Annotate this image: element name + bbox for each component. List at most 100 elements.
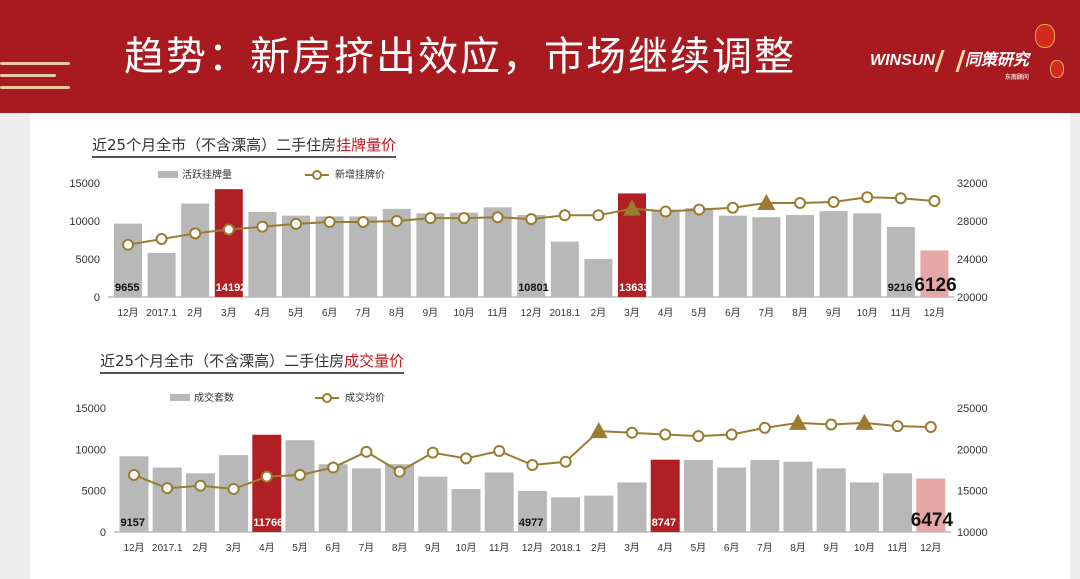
data-label: 9655 [115,282,139,294]
y-right-tick-label: 20000 [957,444,988,456]
data-label: 11766 [253,517,283,529]
x-tick-label: 2月 [591,307,607,319]
x-tick-label: 5月 [292,542,308,554]
x-tick-label: 10月 [453,307,474,319]
line-point [327,461,340,474]
bar [349,216,378,297]
bar [517,214,546,297]
chart-1-title-prefix: 近25个月全市（不含溧高）二手住房 [92,136,337,154]
bar [550,241,579,297]
line-point [458,212,470,225]
line-point [323,215,336,228]
legend-line-label: 新增挂牌价 [335,168,385,181]
x-tick-label: 12月 [117,307,138,319]
line-point [659,205,672,218]
x-tick-label: 2月 [187,307,203,319]
line-point [460,452,472,465]
line-point [559,455,572,468]
y-left-tick-label: 15000 [75,403,106,415]
bar [718,215,747,297]
x-tick-label: 5月 [288,307,304,319]
line-point [924,421,937,434]
bar [252,434,282,532]
bar [717,467,747,532]
y-left-tick-label: 10000 [69,216,100,228]
x-tick-label: 8月 [389,307,405,319]
y-right-tick-label: 28000 [957,216,988,228]
data-label: 9216 [888,282,912,294]
bar [883,473,913,532]
data-label: 6474 [911,510,954,531]
bar [315,216,344,297]
x-tick-label: 4月 [255,307,271,319]
data-label: 9157 [121,517,145,529]
x-tick-label: 11月 [887,542,907,554]
bar [752,217,781,297]
y-left-tick-label: 10000 [75,444,106,456]
legend-line-marker [312,170,322,180]
bar [584,259,613,297]
x-tick-label: 11月 [891,307,911,319]
data-label: 13633 [619,282,650,294]
x-tick-label: 6月 [724,542,740,554]
line-point [290,217,302,230]
y-right-tick-label: 32000 [957,178,988,190]
line-point [794,196,806,209]
data-label: 10801 [518,282,549,294]
line-point [161,482,174,495]
bar [119,456,149,532]
bar [318,464,348,532]
line-point [693,203,706,216]
line-point [891,420,904,433]
bar [916,478,946,532]
y-left-tick-label: 0 [100,527,106,539]
bar [584,495,614,532]
line-point-triangle [589,422,608,439]
bar [685,208,714,297]
line-point [128,468,140,481]
page-title: 趋势：新房挤出效应，市场继续调整 [124,34,796,80]
chart-2-title: 近25个月全市（不含溧高）二手住房成交量价 [100,350,405,374]
data-label: 6126 [914,275,956,296]
bar [181,203,210,297]
bar [551,497,581,532]
line-point [758,421,771,434]
x-tick-label: 4月 [259,542,275,554]
x-tick-label: 9月 [826,307,842,319]
line-point [894,192,907,205]
chart-1-title: 近25个月全市（不含溧高）二手住房挂牌量价 [92,134,397,158]
line-point [260,470,273,483]
line-point [227,483,240,496]
bar [683,460,713,532]
line-point [626,426,638,439]
line-point [861,191,874,204]
line-point [393,465,406,478]
line-point-triangle [789,413,807,430]
x-tick-label: 10月 [854,542,875,554]
bar [783,461,813,532]
x-tick-label: 7月 [355,307,371,319]
x-tick-label: 6月 [322,307,338,319]
line-point [491,211,504,224]
x-tick-label: 12月 [521,307,542,319]
x-tick-label: 9月 [423,307,439,319]
x-tick-label: 8月 [792,307,808,319]
x-tick-label: 2018.1 [550,543,581,554]
x-tick-label: 2017.1 [152,543,183,554]
y-left-tick-label: 15000 [69,178,100,190]
x-tick-label: 8月 [392,542,408,554]
y-right-tick-label: 25000 [957,403,988,415]
bar [920,250,949,297]
line-point [526,459,539,472]
line-point [726,201,739,214]
bar [450,212,478,297]
x-tick-label: 6月 [725,307,741,319]
data-label: 4977 [519,517,543,529]
logo-sub: 东南顾问 [1004,74,1029,81]
bar [351,468,381,532]
x-tick-label: 11月 [487,307,507,319]
data-label: 14192 [216,282,247,294]
y-left-tick-label: 5000 [82,486,106,498]
